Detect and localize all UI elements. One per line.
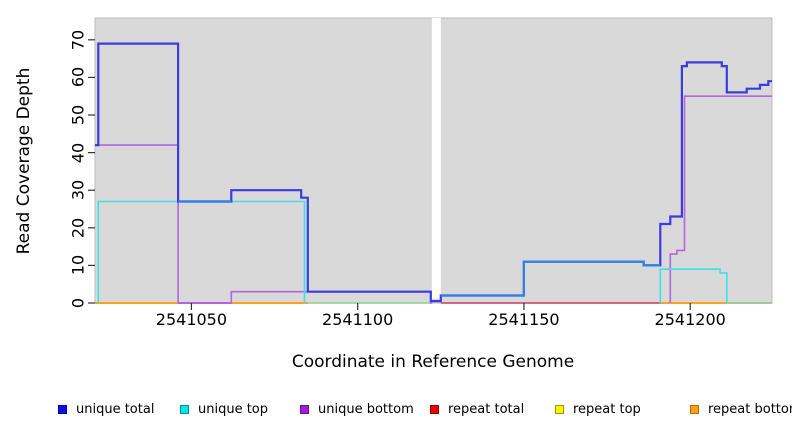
legend-item-repeat-bottom: repeat bottom <box>690 401 792 417</box>
y-tick-label: 20 <box>68 217 88 238</box>
series-step-path <box>669 95 772 303</box>
x-tick-label: 2541150 <box>488 310 560 329</box>
legend-swatch-icon <box>430 404 439 414</box>
series-step-path <box>659 268 728 304</box>
legend-label: repeat bottom <box>708 401 792 417</box>
legend-swatch-icon <box>690 404 699 414</box>
y-tick-label: 0 <box>68 297 88 309</box>
legend-swatch-icon <box>300 404 309 414</box>
unique-total-over-top-line <box>440 260 661 297</box>
y-tick-label: 70 <box>68 29 88 50</box>
no-data-gap <box>431 18 441 299</box>
x-tick-label: 2541200 <box>654 310 726 329</box>
legend-label: unique top <box>198 401 269 417</box>
x-tick-label: 2541050 <box>155 310 228 329</box>
legend-swatch-icon <box>555 404 564 414</box>
y-tick-label: 50 <box>68 104 88 126</box>
legend-item-unique-total: unique total <box>58 401 155 417</box>
x-axis-title: Coordinate in Reference Genome <box>291 352 575 372</box>
legend-swatch-icon <box>180 404 189 414</box>
legend-label: repeat top <box>573 401 641 417</box>
y-tick-label: 60 <box>68 67 88 88</box>
legend-item-unique-bottom: unique bottom <box>300 401 414 417</box>
series-step-path <box>97 200 306 304</box>
x-tick-label: 2541100 <box>322 310 394 329</box>
legend-item-repeat-top: repeat top <box>555 401 641 417</box>
y-axis-title: Read Coverage Depth <box>14 67 34 255</box>
legend-label: unique total <box>76 401 155 417</box>
legend-label: unique bottom <box>318 401 414 417</box>
y-tick-label: 30 <box>68 180 88 201</box>
legend-item-repeat-total: repeat total <box>430 401 525 417</box>
y-tick-label: 40 <box>68 142 88 163</box>
legend-swatch-icon <box>58 404 67 414</box>
y-tick-label: 10 <box>68 255 88 276</box>
legend-label: repeat total <box>448 401 525 417</box>
legend-item-unique-top: unique top <box>180 401 269 417</box>
